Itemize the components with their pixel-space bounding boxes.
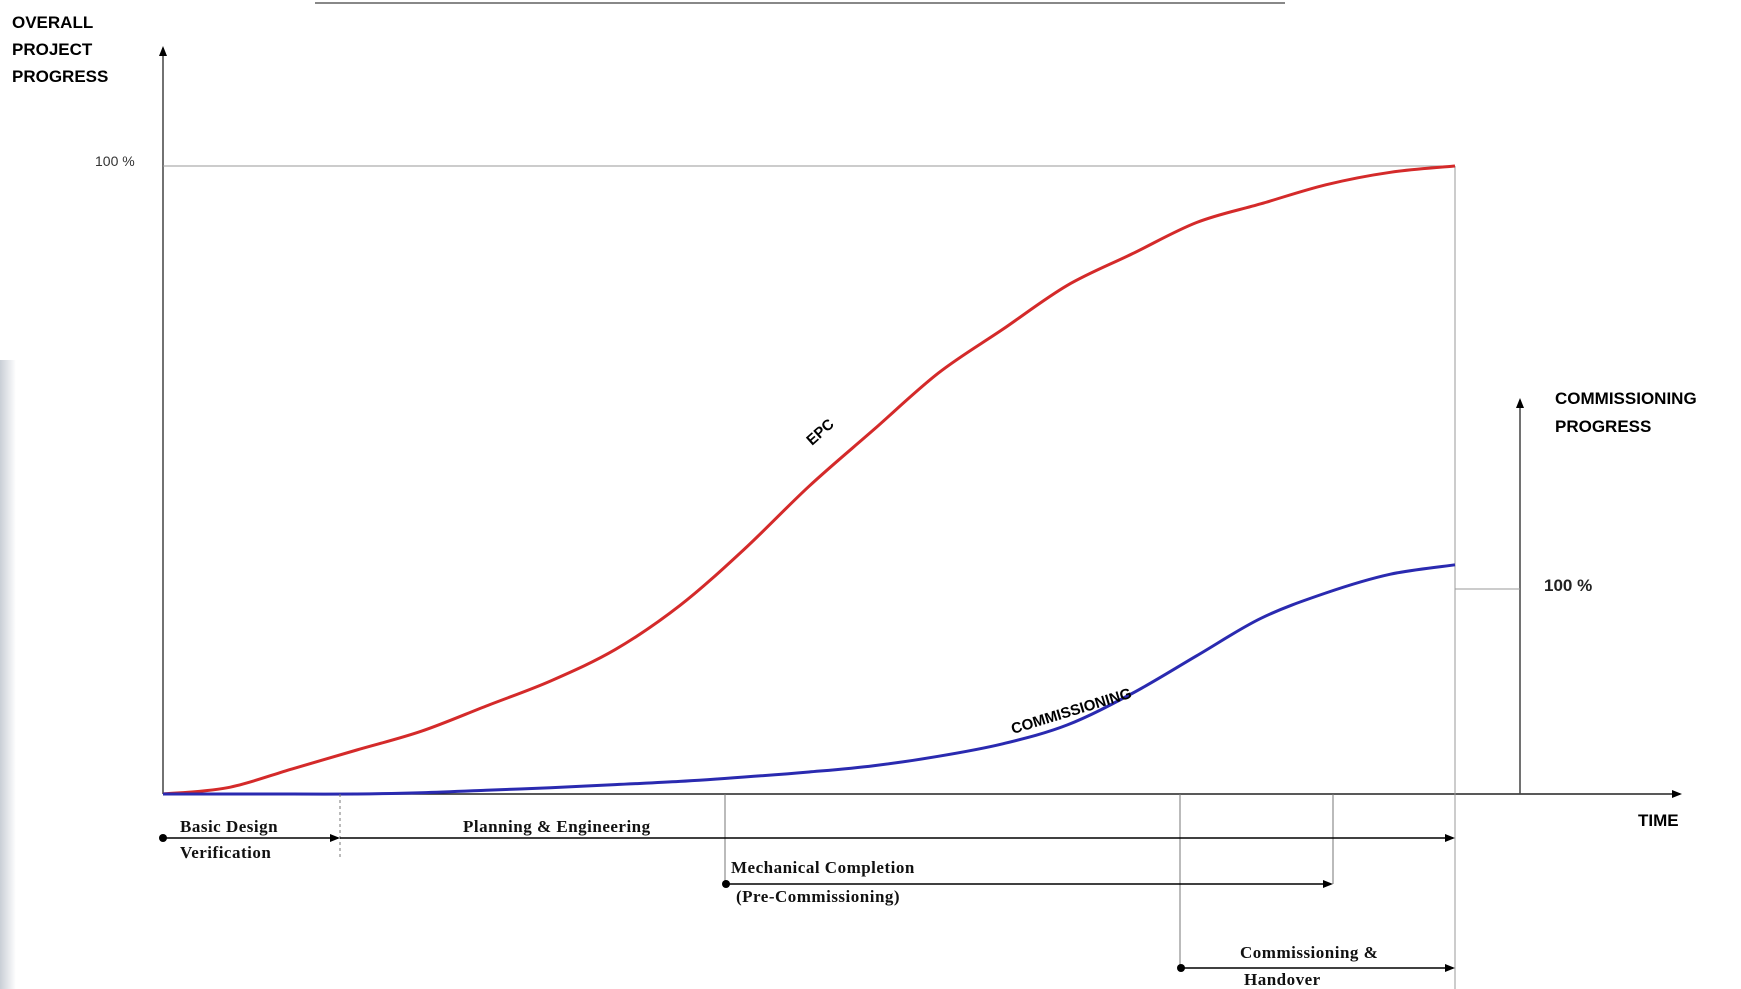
y-axis-left-title-line-3: PROGRESS bbox=[12, 67, 108, 86]
phase-commissioning-handover: Commissioning & Handover bbox=[1177, 943, 1455, 989]
commissioning-series-line bbox=[163, 563, 1456, 796]
phase-label-planning-engineering: Planning & Engineering bbox=[463, 817, 651, 836]
phase-planning-engineering: Planning & Engineering bbox=[340, 817, 1455, 842]
epc-series-line bbox=[162, 164, 1456, 796]
epc-series-label: EPC bbox=[803, 416, 837, 449]
commissioning-series-label: COMMISSIONING bbox=[1009, 685, 1134, 738]
x-axis-title: TIME bbox=[1638, 811, 1679, 830]
phase-label-verification: Verification bbox=[180, 843, 271, 862]
phase-label-pre-commissioning: (Pre-Commissioning) bbox=[736, 887, 900, 906]
left-100-tick-label: 100 % bbox=[95, 153, 135, 169]
y-axis-left-title-line-1: OVERALL bbox=[12, 13, 93, 32]
left-edge-shade bbox=[0, 360, 16, 989]
phase-label-commissioning: Commissioning & bbox=[1240, 943, 1378, 962]
y-axis-right-title-line-1: COMMISSIONING bbox=[1555, 389, 1697, 408]
phase-basic-design: Basic Design Verification bbox=[159, 817, 340, 862]
phase-label-mechanical-completion: Mechanical Completion bbox=[731, 858, 915, 877]
y-axis-right-title-line-2: PROGRESS bbox=[1555, 417, 1651, 436]
phase-mechanical-completion: Mechanical Completion (Pre-Commissioning… bbox=[722, 858, 1333, 906]
phase-label-basic-design: Basic Design bbox=[180, 817, 278, 836]
right-100-tick-label: 100 % bbox=[1544, 576, 1592, 595]
y-axis-left-title-line-2: PROJECT bbox=[12, 40, 93, 59]
phase-label-handover: Handover bbox=[1244, 970, 1321, 989]
